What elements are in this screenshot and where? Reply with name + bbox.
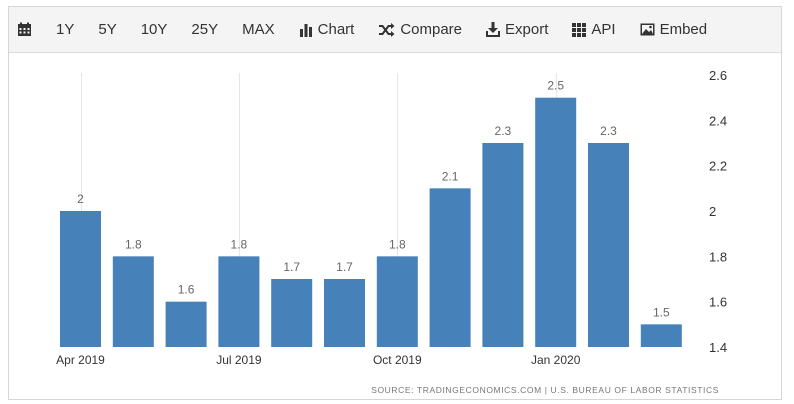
bar <box>535 97 577 347</box>
chart-area: 2 1.8 1.6 1.8 1.7 1.7 1.8 2.1 2.3 2.5 2.3 1.5 1.4 1.6… <box>9 53 781 399</box>
x-tick-label: Apr 2019 <box>56 353 105 367</box>
data-label: 1.8 <box>231 237 248 251</box>
shuffle-icon <box>379 22 395 37</box>
export-button[interactable]: Export <box>486 21 548 38</box>
data-label: 1.8 <box>389 237 406 251</box>
y-tick-label: 1.4 <box>709 340 727 355</box>
range-5y-button[interactable]: 5Y <box>98 21 117 38</box>
bar <box>640 324 682 347</box>
bar <box>60 211 101 347</box>
export-button-label: Export <box>505 21 549 38</box>
data-label: 2.1 <box>442 169 459 183</box>
range-25y-button[interactable]: 25Y <box>191 21 219 38</box>
range-10y-button[interactable]: 10Y <box>140 21 168 38</box>
data-label: 1.5 <box>653 305 670 319</box>
data-label: 1.6 <box>178 283 195 297</box>
range-max-button[interactable]: MAX <box>242 21 275 38</box>
source-note: SOURCE: TRADINGECONOMICS.COM | U.S. BURE… <box>371 385 719 395</box>
data-label: 2 <box>77 192 84 206</box>
bar <box>165 301 207 347</box>
data-label: 2.3 <box>600 124 617 138</box>
api-button-label: API <box>591 21 616 38</box>
calendar-button[interactable] <box>17 22 32 37</box>
x-tick-label: Oct 2019 <box>373 353 422 367</box>
chart-toolbar: 1Y 5Y 10Y 25Y MAX Chart Compare <box>9 7 781 53</box>
bar <box>429 188 471 347</box>
bar <box>482 143 524 347</box>
download-icon <box>486 22 501 37</box>
y-tick-label: 2.4 <box>709 113 727 128</box>
bar <box>271 279 313 347</box>
y-tick-label: 1.6 <box>709 295 727 310</box>
y-tick-label: 2.6 <box>709 68 727 83</box>
compare-button[interactable]: Compare <box>378 21 462 38</box>
embed-button-label: Embed <box>659 21 708 38</box>
data-label: 1.8 <box>125 237 142 251</box>
x-tick-label: Jul 2019 <box>216 353 262 367</box>
data-label: 1.7 <box>283 260 300 274</box>
bar-chart-icon <box>299 23 312 37</box>
grid-icon <box>572 22 587 37</box>
bar-chart: 2 1.8 1.6 1.8 1.7 1.7 1.8 2.1 2.3 2.5 2.3 1.5 1.4 1.6… <box>56 68 727 395</box>
data-label: 1.7 <box>336 260 353 274</box>
y-tick-label: 2.2 <box>709 159 727 174</box>
image-icon <box>640 23 655 36</box>
embed-button[interactable]: Embed <box>640 21 708 38</box>
chart-widget: 1Y 5Y 10Y 25Y MAX Chart Compare <box>8 6 782 400</box>
y-tick-label: 1.8 <box>709 249 727 264</box>
bar <box>324 279 365 347</box>
data-label: 2.5 <box>547 79 564 93</box>
api-button[interactable]: API <box>572 21 616 38</box>
bar <box>376 256 418 347</box>
y-tick-label: 2 <box>709 204 716 219</box>
chart-type-button[interactable]: Chart <box>299 21 355 38</box>
calendar-icon <box>18 22 31 36</box>
compare-button-label: Compare <box>400 21 463 38</box>
data-label: 2.3 <box>495 124 512 138</box>
bar <box>588 143 629 347</box>
range-1y-button[interactable]: 1Y <box>56 21 75 38</box>
x-tick-label: Jan 2020 <box>531 353 581 367</box>
bar <box>218 256 260 347</box>
chart-button-label: Chart <box>317 21 355 38</box>
bar <box>112 256 154 347</box>
